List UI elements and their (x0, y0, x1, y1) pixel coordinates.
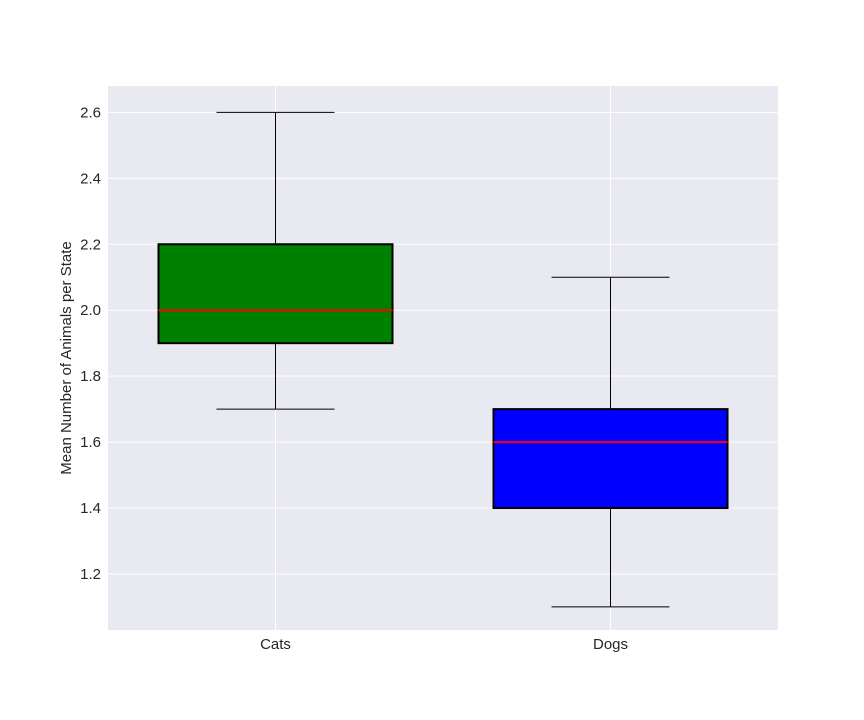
y-tick-label: 2.0 (80, 302, 101, 319)
x-tick-label: Cats (260, 636, 291, 653)
box-iqr (492, 408, 729, 510)
y-tick-label: 2.2 (80, 236, 101, 253)
y-axis-label: Mean Number of Animals per State (58, 241, 75, 474)
y-tick-label: 2.6 (80, 104, 101, 121)
y-tick-label: 1.4 (80, 500, 101, 517)
plot-area (108, 86, 778, 630)
y-tick-label: 1.2 (80, 566, 101, 583)
x-tick-label: Dogs (593, 636, 628, 653)
x-ticks: Cats Dogs (260, 636, 628, 653)
y-tick-label: 2.4 (80, 170, 101, 187)
y-tick-label: 1.6 (80, 434, 101, 451)
box-cats (157, 111, 394, 410)
box-iqr (157, 243, 394, 345)
box-dogs (492, 276, 729, 608)
y-tick-label: 1.8 (80, 368, 101, 385)
y-ticks: 1.2 1.4 1.6 1.8 2.0 2.2 2.4 2.6 (80, 104, 101, 583)
boxes (157, 111, 729, 608)
